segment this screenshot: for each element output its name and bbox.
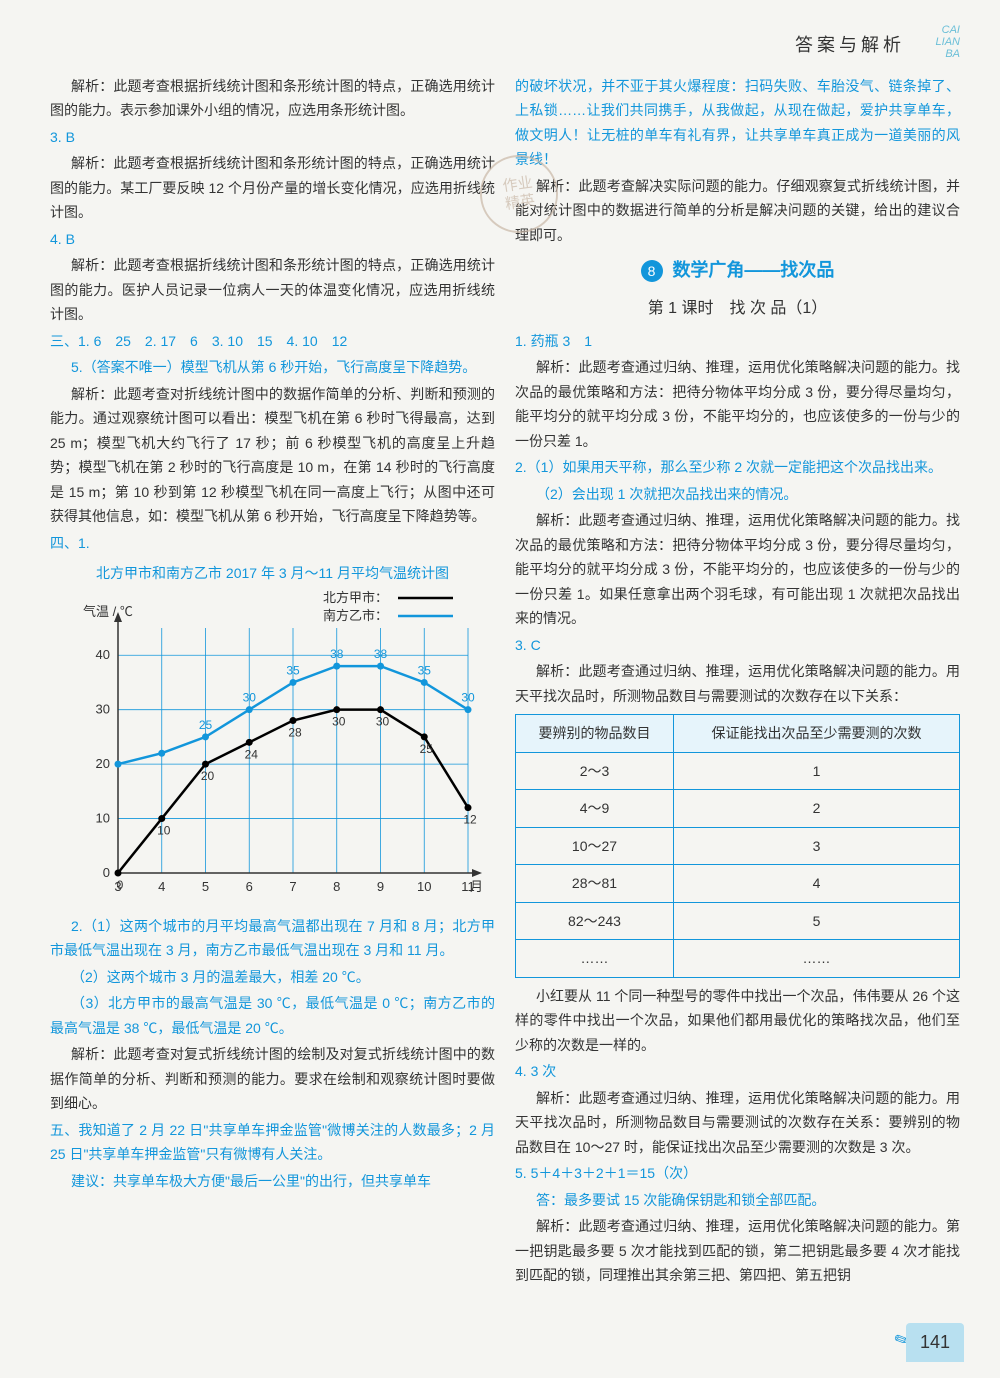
section-title: 数学广角——找次品 xyxy=(672,260,834,280)
svg-text:35: 35 xyxy=(417,663,431,677)
svg-text:38: 38 xyxy=(373,647,387,661)
section-4: 四、1. xyxy=(50,531,495,556)
left-column: 解析：此题考查根据折线统计图和条形统计图的特点，正确选用统计图的能力。表示参加课… xyxy=(50,74,495,1290)
svg-text:30: 30 xyxy=(332,714,346,728)
svg-text:月份: 月份 xyxy=(470,879,483,894)
svg-text:12: 12 xyxy=(463,812,477,826)
analysis-text: 小红要从 11 个同一种型号的零件中找出一个次品，伟伟要从 26 个这样的零件中… xyxy=(515,984,960,1058)
svg-text:8: 8 xyxy=(333,879,340,894)
table-row: 4～92 xyxy=(516,790,960,828)
svg-text:38: 38 xyxy=(330,647,344,661)
header-title: 答案与解析 xyxy=(795,35,905,55)
table-cell: 28～81 xyxy=(516,865,674,903)
table-cell: 82～243 xyxy=(516,902,674,940)
analysis-text: 解析：此题考查根据折线统计图和条形统计图的特点，正确选用统计图的能力。某工厂要反… xyxy=(50,151,495,225)
q5b-answer: 答：最多要试 15 次能确保钥匙和锁全部匹配。 xyxy=(515,1188,960,1213)
q3-answer: 3. C xyxy=(515,633,960,658)
svg-text:0: 0 xyxy=(102,865,109,880)
q4-2-3: （3）北方甲市的最高气温是 30 ℃，最低气温是 0 ℃；南方乙市的最高气温是 … xyxy=(50,991,495,1040)
analysis-text: 解析：此题考查通过归纳、推理，运用优化策略解决问题的能力。找次品的最优策略和方法… xyxy=(515,508,960,631)
table-cell: 5 xyxy=(674,902,960,940)
lesson-title: 第 1 课时 找 次 品（1） xyxy=(515,295,960,323)
svg-text:北方甲市：: 北方甲市： xyxy=(323,590,388,605)
section-heading: 8 数学广角——找次品 xyxy=(515,255,960,287)
table-header-1: 要辨别的物品数目 xyxy=(516,715,674,753)
svg-text:6: 6 xyxy=(245,879,252,894)
table-cell: 2～3 xyxy=(516,752,674,790)
svg-text:5: 5 xyxy=(201,879,208,894)
analysis-text: 解析：此题考查对折线统计图中的数据作简单的分析、判断和预测的能力。通过观察统计图… xyxy=(50,382,495,529)
weighings-table: 要辨别的物品数目 保证能找出次品至少需要测的次数 2～314～9210～2732… xyxy=(515,714,960,978)
table-cell: 10～27 xyxy=(516,827,674,865)
table-row: 28～814 xyxy=(516,865,960,903)
svg-text:40: 40 xyxy=(95,647,109,662)
svg-text:7: 7 xyxy=(289,879,296,894)
section-5-1: 五、我知道了 2 月 22 日"共享单车押金监管"微博关注的人数最多；2 月 2… xyxy=(50,1118,495,1167)
table-row: 2～31 xyxy=(516,752,960,790)
section-3-5: 5.（答案不唯一）模型飞机从第 6 秒开始，飞行高度呈下降趋势。 xyxy=(50,355,495,380)
q2a-answer: 2.（1）如果用天平称，那么至少称 2 次就一定能把这个次品找出来。 xyxy=(515,455,960,480)
table-cell: 1 xyxy=(674,752,960,790)
svg-text:30: 30 xyxy=(461,690,475,704)
svg-text:30: 30 xyxy=(242,690,256,704)
chart-title: 北方甲市和南方乙市 2017 年 3 月～11 月平均气温统计图 xyxy=(50,561,495,586)
svg-text:4: 4 xyxy=(158,879,165,894)
answer-3: 3. B xyxy=(50,125,495,150)
svg-text:9: 9 xyxy=(376,879,383,894)
analysis-text: 解析：此题考查根据折线统计图和条形统计图的特点，正确选用统计图的能力。医护人员记… xyxy=(50,253,495,327)
analysis-text: 解析：此题考查对复式折线统计图的绘制及对复式折线统计图中的数据作简单的分析、判断… xyxy=(50,1042,495,1116)
page-header: 答案与解析 CAI LIAN BA xyxy=(50,30,960,62)
analysis-text: 解析：此题考查通过归纳、推理，运用优化策略解决问题的能力。第一把钥匙最多要 5 … xyxy=(515,1214,960,1288)
temperature-chart: 北方甲市：南方乙市：气温 / ℃01020304034567891011月份25… xyxy=(63,588,483,908)
svg-text:南方乙市：: 南方乙市： xyxy=(323,608,388,623)
svg-text:气温 / ℃: 气温 / ℃ xyxy=(83,604,133,619)
q4-2-1: 2.（1）这两个城市的月平均最高气温都出现在 7 月和 8 月；北方甲市最低气温… xyxy=(50,914,495,963)
two-column-layout: 解析：此题考查根据折线统计图和条形统计图的特点，正确选用统计图的能力。表示参加课… xyxy=(50,74,960,1290)
section-3-answers: 三、1. 6 25 2. 17 6 3. 10 15 4. 10 12 xyxy=(50,329,495,354)
svg-text:10: 10 xyxy=(95,810,109,825)
table-cell: …… xyxy=(516,940,674,978)
analysis-text: 解析：此题考查通过归纳、推理，运用优化策略解决问题的能力。找次品的最优策略和方法… xyxy=(515,355,960,453)
svg-text:10: 10 xyxy=(417,879,431,894)
table-cell: 3 xyxy=(674,827,960,865)
answer-4: 4. B xyxy=(50,227,495,252)
svg-text:35: 35 xyxy=(286,663,300,677)
right-column: 的破坏状况，并不亚于其火爆程度：扫码失败、车胎没气、链条掉了、上私锁……让我们共… xyxy=(515,74,960,1290)
q4-2-2: （2）这两个城市 3 月的温差最大，相差 20 ℃。 xyxy=(50,965,495,990)
svg-text:20: 20 xyxy=(200,769,214,783)
section-number-badge: 8 xyxy=(641,260,663,282)
section-5-2: 建议：共享单车极大方便"最后一公里"的出行，但共享单车 xyxy=(50,1169,495,1194)
header-decoration: CAI LIAN BA xyxy=(936,24,960,60)
q4-answer: 4. 3 次 xyxy=(515,1059,960,1084)
table-row: ………… xyxy=(516,940,960,978)
analysis-text: 解析：此题考查通过归纳、推理，运用优化策略解决问题的能力。用天平找次品时，所测物… xyxy=(515,1086,960,1160)
continuation-text: 的破坏状况，并不亚于其火爆程度：扫码失败、车胎没气、链条掉了、上私锁……让我们共… xyxy=(515,74,960,172)
analysis-text: 解析：此题考查根据折线统计图和条形统计图的特点，正确选用统计图的能力。表示参加课… xyxy=(50,74,495,123)
page-number: 141 xyxy=(906,1323,964,1363)
table-header-2: 保证能找出次品至少需要测的次数 xyxy=(674,715,960,753)
q2b-answer: （2）会出现 1 次就把次品找出来的情况。 xyxy=(515,482,960,507)
svg-text:30: 30 xyxy=(95,701,109,716)
svg-text:30: 30 xyxy=(375,714,389,728)
table-cell: 2 xyxy=(674,790,960,828)
table-row: 82～2435 xyxy=(516,902,960,940)
svg-text:0: 0 xyxy=(116,878,123,892)
table-cell: 4～9 xyxy=(516,790,674,828)
q5a-answer: 5. 5＋4＋3＋2＋1＝15（次） xyxy=(515,1161,960,1186)
analysis-text: 解析：此题考查解决实际问题的能力。仔细观察复式折线统计图，并能对统计图中的数据进… xyxy=(515,174,960,248)
analysis-text: 解析：此题考查通过归纳、推理，运用优化策略解决问题的能力。用天平找次品时，所测物… xyxy=(515,659,960,708)
svg-text:24: 24 xyxy=(244,747,258,761)
svg-text:25: 25 xyxy=(198,717,212,731)
svg-text:20: 20 xyxy=(95,756,109,771)
svg-text:25: 25 xyxy=(419,741,433,755)
svg-text:10: 10 xyxy=(157,823,171,837)
table-row: 10～273 xyxy=(516,827,960,865)
q1-answer: 1. 药瓶 3 1 xyxy=(515,329,960,354)
table-cell: …… xyxy=(674,940,960,978)
svg-text:28: 28 xyxy=(288,725,302,739)
table-cell: 4 xyxy=(674,865,960,903)
